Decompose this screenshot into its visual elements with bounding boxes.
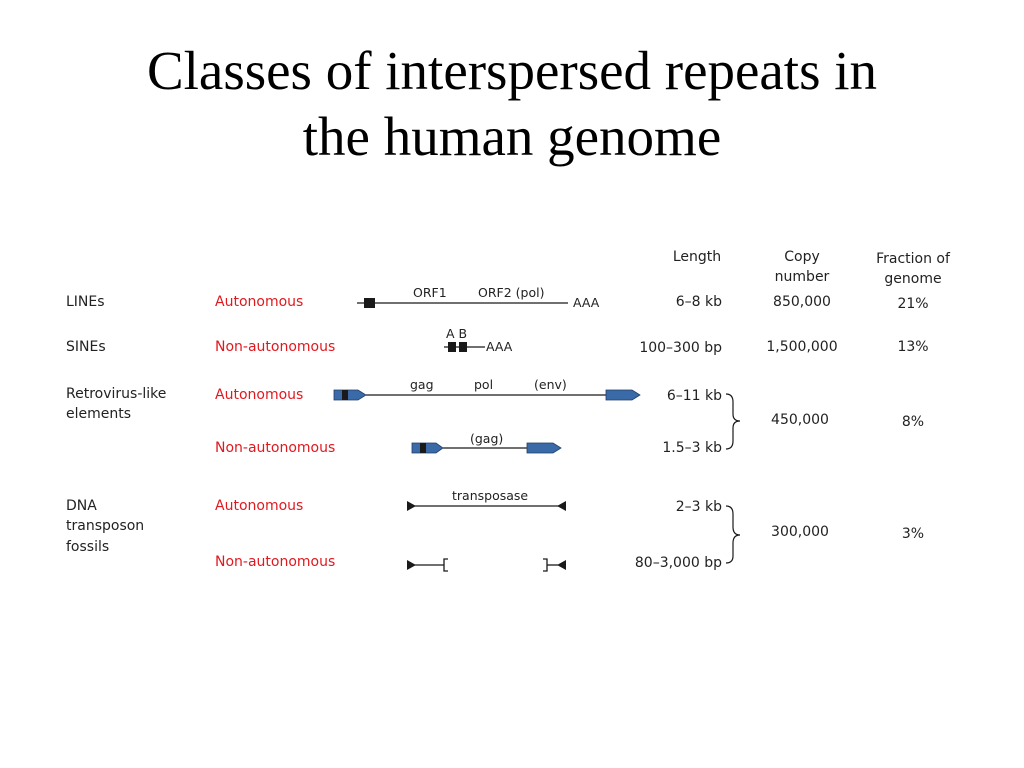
length-retro-autonomous: 6–11 kb	[667, 388, 722, 404]
class-label-dna-line-3: fossils	[66, 539, 109, 555]
retro-nonauto-right-ltr-icon	[526, 442, 562, 454]
retro-pol-label: pol	[474, 377, 493, 392]
class-label-retro-line-1: Retrovirus-like	[66, 386, 166, 402]
fraction-dna: 3%	[902, 526, 924, 542]
dna-auto-left-tir-icon	[407, 501, 416, 511]
row-retrovirus-like: Retrovirus-like elements Autonomous gag …	[66, 377, 924, 456]
type-label-dna-autonomous: Autonomous	[215, 498, 303, 514]
retro-nonauto-left-ltr-icon	[411, 442, 444, 454]
type-label-retro-non-autonomous: Non-autonomous	[215, 440, 335, 456]
header-fraction-line-1: Fraction of	[876, 251, 951, 267]
title-line-1: Classes of interspersed repeats in	[146, 40, 878, 101]
sines-polya-label: AAA	[486, 339, 513, 354]
class-label-retro-line-2: elements	[66, 406, 131, 422]
sines-box-a	[448, 342, 456, 352]
header-copy-number-line-1: Copy	[784, 249, 820, 265]
dna-brace-icon	[725, 505, 741, 564]
retro-gag-paren-label: (gag)	[470, 431, 503, 446]
length-dna-autonomous: 2–3 kb	[676, 499, 722, 515]
type-label-retro-autonomous: Autonomous	[215, 387, 303, 403]
dna-transposase-label: transposase	[452, 488, 528, 503]
copies-dna: 300,000	[771, 524, 829, 540]
retro-auto-left-ltr-icon	[333, 389, 367, 401]
row-dna-transposon-fossils: DNA transposon fossils Autonomous transp…	[66, 488, 924, 572]
length-dna-non-autonomous: 80–3,000 bp	[635, 555, 722, 571]
column-headers: Length Copy number Fraction of genome	[673, 249, 951, 287]
lines-promoter-box	[364, 298, 375, 308]
lines-orf2-label: ORF2 (pol)	[478, 285, 544, 300]
type-label-dna-non-autonomous: Non-autonomous	[215, 554, 335, 570]
lines-orf1-label: ORF1	[413, 285, 447, 300]
retro-brace-icon	[725, 393, 741, 450]
type-label-lines: Autonomous	[215, 294, 303, 310]
sines-ab-label: A B	[446, 326, 467, 341]
fraction-retro: 8%	[902, 414, 924, 430]
row-lines: LINEs Autonomous ORF1 ORF2 (pol) AAA 6–8…	[66, 285, 929, 312]
header-length: Length	[673, 249, 721, 265]
header-copy-number-line-2: number	[775, 269, 830, 285]
copies-sines: 1,500,000	[766, 339, 837, 355]
retro-auto-right-ltr-icon	[605, 389, 641, 401]
class-label-dna-line-1: DNA	[66, 498, 97, 514]
class-label-lines: LINEs	[66, 294, 105, 310]
fraction-sines: 13%	[897, 339, 928, 355]
title-line-2: the human genome	[302, 106, 722, 167]
row-sines: SINEs Non-autonomous A B AAA 100–300 bp …	[66, 326, 929, 356]
lines-polya-label: AAA	[573, 295, 600, 310]
class-label-dna-line-2: transposon	[66, 518, 144, 534]
length-lines: 6–8 kb	[676, 294, 722, 310]
dna-nonauto-right-tir-icon	[543, 558, 566, 572]
dna-auto-right-tir-icon	[557, 501, 566, 511]
slide-title: Classes of interspersed repeats in the h…	[0, 38, 1024, 170]
copies-lines: 850,000	[773, 294, 831, 310]
dna-nonauto-left-tir-icon	[407, 558, 448, 572]
length-retro-non-autonomous: 1.5–3 kb	[662, 440, 722, 456]
class-label-sines: SINEs	[66, 339, 106, 355]
sines-box-b	[459, 342, 467, 352]
retro-env-label: (env)	[534, 377, 567, 392]
length-sines: 100–300 bp	[639, 340, 722, 356]
header-fraction-line-2: genome	[884, 271, 941, 287]
fraction-lines: 21%	[897, 296, 928, 312]
retro-gag-label: gag	[410, 377, 434, 392]
copies-retro: 450,000	[771, 412, 829, 428]
type-label-sines: Non-autonomous	[215, 339, 335, 355]
